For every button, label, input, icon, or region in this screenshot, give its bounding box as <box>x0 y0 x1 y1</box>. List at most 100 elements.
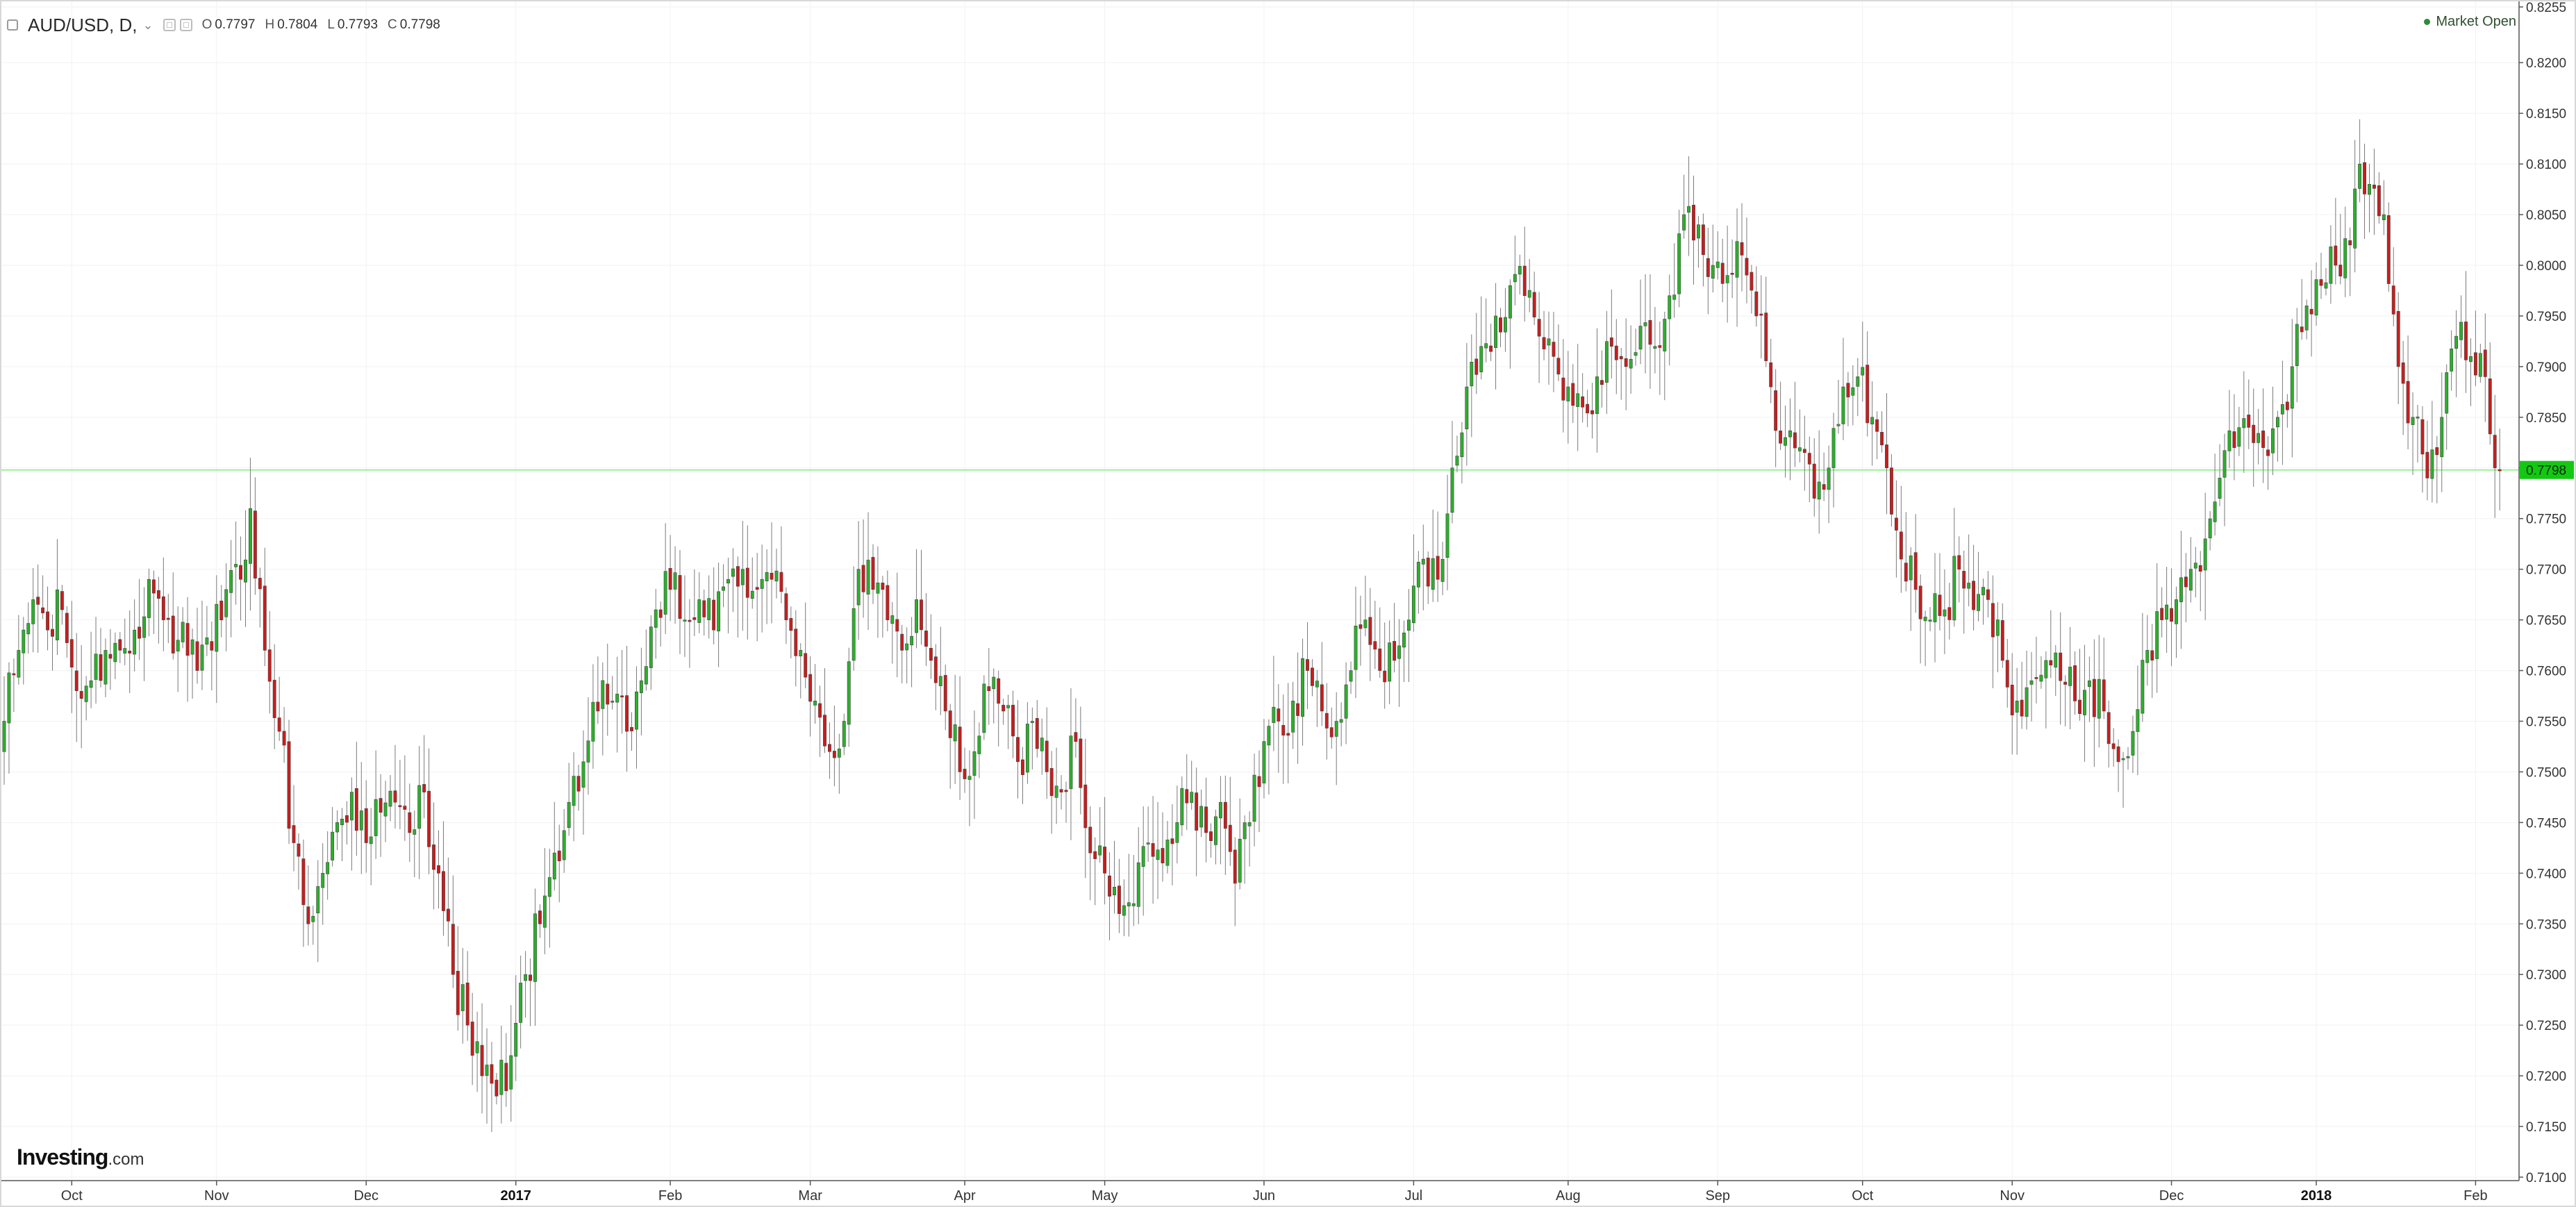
candle[interactable] <box>1030 707 1034 769</box>
candle[interactable] <box>2377 172 2381 224</box>
candle[interactable] <box>2227 390 2232 468</box>
candle[interactable] <box>1870 381 1875 466</box>
candle[interactable] <box>1745 217 1749 303</box>
candle[interactable] <box>2175 586 2178 658</box>
candle[interactable] <box>1291 681 1295 749</box>
candle[interactable] <box>610 676 615 710</box>
candle[interactable] <box>2430 401 2434 503</box>
candle[interactable] <box>1411 534 1415 632</box>
candle[interactable] <box>1561 339 1565 433</box>
candle[interactable] <box>413 810 417 878</box>
candle[interactable] <box>1600 350 1604 408</box>
candle[interactable] <box>1527 258 1531 313</box>
candle[interactable] <box>2391 247 2395 326</box>
candle[interactable] <box>331 807 335 867</box>
candle[interactable] <box>1532 272 1536 325</box>
candle[interactable] <box>2102 638 2106 719</box>
candle[interactable] <box>799 643 803 699</box>
candle[interactable] <box>1083 738 1088 879</box>
candle[interactable] <box>118 631 122 663</box>
candle[interactable] <box>630 712 633 751</box>
candle[interactable] <box>576 765 581 811</box>
candle[interactable] <box>678 550 682 655</box>
candle[interactable] <box>1436 511 1440 602</box>
candle[interactable] <box>2348 227 2352 297</box>
candle[interactable] <box>1334 692 1338 785</box>
candle[interactable] <box>2188 537 2193 603</box>
candle[interactable] <box>538 904 542 938</box>
candle[interactable] <box>344 801 349 845</box>
candle[interactable] <box>813 664 817 724</box>
candle[interactable] <box>460 948 465 1044</box>
candle[interactable] <box>1918 574 1922 664</box>
candle[interactable] <box>2498 428 2502 511</box>
candle[interactable] <box>881 576 885 638</box>
candle[interactable] <box>2276 410 2279 462</box>
candle[interactable] <box>499 1025 504 1124</box>
candle[interactable] <box>1281 694 1286 784</box>
candle[interactable] <box>2198 551 2202 612</box>
candle[interactable] <box>1054 747 1058 824</box>
candle[interactable] <box>1634 328 1638 366</box>
candle[interactable] <box>774 549 779 599</box>
candle[interactable] <box>205 606 209 656</box>
candle[interactable] <box>2049 610 2053 679</box>
candle[interactable] <box>1393 603 1397 673</box>
candle[interactable] <box>2213 453 2217 536</box>
candle[interactable] <box>1368 588 1372 681</box>
candle[interactable] <box>22 617 26 685</box>
candle[interactable] <box>1913 514 1918 613</box>
candle[interactable] <box>200 601 204 690</box>
candle[interactable] <box>181 607 185 649</box>
candle[interactable] <box>379 774 383 857</box>
candle[interactable] <box>1257 750 1261 833</box>
candle[interactable] <box>1489 323 1493 361</box>
candle[interactable] <box>784 587 788 644</box>
candle[interactable] <box>688 599 692 668</box>
candle[interactable] <box>1653 306 1657 374</box>
candle[interactable] <box>639 647 643 735</box>
candle[interactable] <box>2464 271 2468 393</box>
candle[interactable] <box>1499 308 1502 348</box>
candle[interactable] <box>2386 202 2391 292</box>
candle[interactable] <box>615 656 620 753</box>
candle[interactable] <box>1339 702 1343 747</box>
candle[interactable] <box>41 575 45 619</box>
candle[interactable] <box>1228 776 1232 866</box>
candle[interactable] <box>2131 715 2135 774</box>
candle[interactable] <box>958 676 962 801</box>
candle[interactable] <box>837 733 841 794</box>
candle[interactable] <box>953 674 957 785</box>
candle[interactable] <box>967 750 972 826</box>
candle[interactable] <box>364 780 368 873</box>
candle[interactable] <box>1967 534 1971 607</box>
candle[interactable] <box>2334 197 2338 285</box>
candle[interactable] <box>1885 393 1888 515</box>
chevron-down-icon[interactable]: ⌄ <box>142 17 153 32</box>
candle[interactable] <box>1802 415 1806 491</box>
candle[interactable] <box>620 650 624 734</box>
candle[interactable] <box>1923 610 1927 667</box>
candle[interactable] <box>316 860 320 963</box>
candle[interactable] <box>1687 156 1690 256</box>
candle[interactable] <box>1552 311 1556 392</box>
candle[interactable] <box>2034 636 2038 704</box>
candle[interactable] <box>108 629 113 690</box>
candle[interactable] <box>195 608 199 684</box>
candle[interactable] <box>2087 656 2091 722</box>
candle[interactable] <box>745 525 749 640</box>
candle[interactable] <box>2363 143 2366 240</box>
candle[interactable] <box>851 566 856 671</box>
candle[interactable] <box>1002 698 1006 725</box>
candle[interactable] <box>12 658 16 713</box>
candle[interactable] <box>2493 394 2497 518</box>
candle[interactable] <box>794 610 798 687</box>
candle[interactable] <box>152 570 156 634</box>
candle[interactable] <box>74 633 78 742</box>
candle[interactable] <box>1711 224 1715 293</box>
candle[interactable] <box>485 1028 489 1124</box>
candle[interactable] <box>301 839 306 947</box>
candle[interactable] <box>1991 575 1995 688</box>
candle[interactable] <box>1672 243 1677 318</box>
